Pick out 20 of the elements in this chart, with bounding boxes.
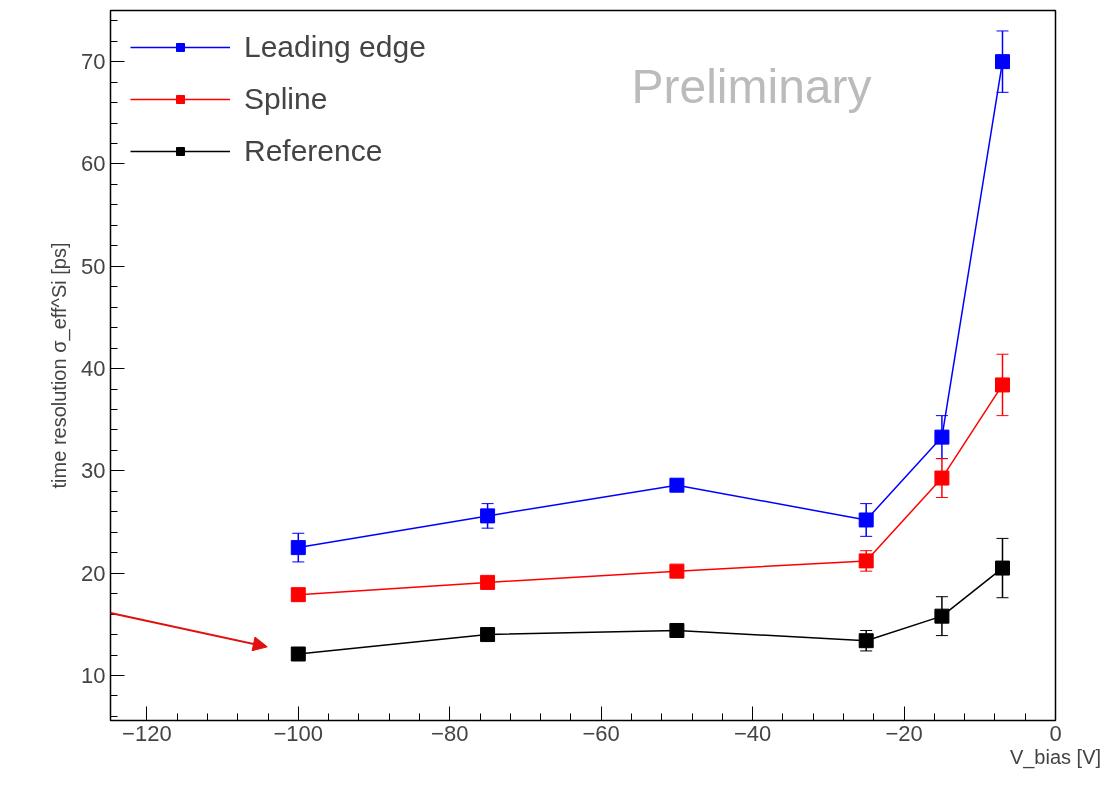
legend-label: Reference xyxy=(244,134,383,168)
y-tick-label: 60 xyxy=(81,151,106,177)
y-tick-label: 10 xyxy=(81,662,106,688)
y-axis-title: time resolution σ_eff^Si [ps] xyxy=(48,242,72,489)
x-tick-label: −100 xyxy=(273,720,324,746)
legend-label: Leading edge xyxy=(244,30,426,64)
x-tick-label: −80 xyxy=(431,720,469,746)
legend-label: Spline xyxy=(244,82,328,116)
x-tick-label: −60 xyxy=(582,720,620,746)
y-tick-label: 40 xyxy=(81,356,106,382)
y-tick-label: 20 xyxy=(81,560,106,586)
y-tick-label: 50 xyxy=(81,253,106,279)
x-tick-label: −120 xyxy=(122,720,172,746)
y-tick-label: 30 xyxy=(81,458,106,484)
x-tick-label: −20 xyxy=(885,720,923,746)
y-tick-label: 70 xyxy=(81,49,106,75)
x-tick-label: −40 xyxy=(733,720,772,746)
annotation: Preliminary xyxy=(631,59,872,113)
x-axis-title: V_bias [V] xyxy=(1009,745,1102,769)
x-tick-label: 0 xyxy=(1049,720,1062,746)
